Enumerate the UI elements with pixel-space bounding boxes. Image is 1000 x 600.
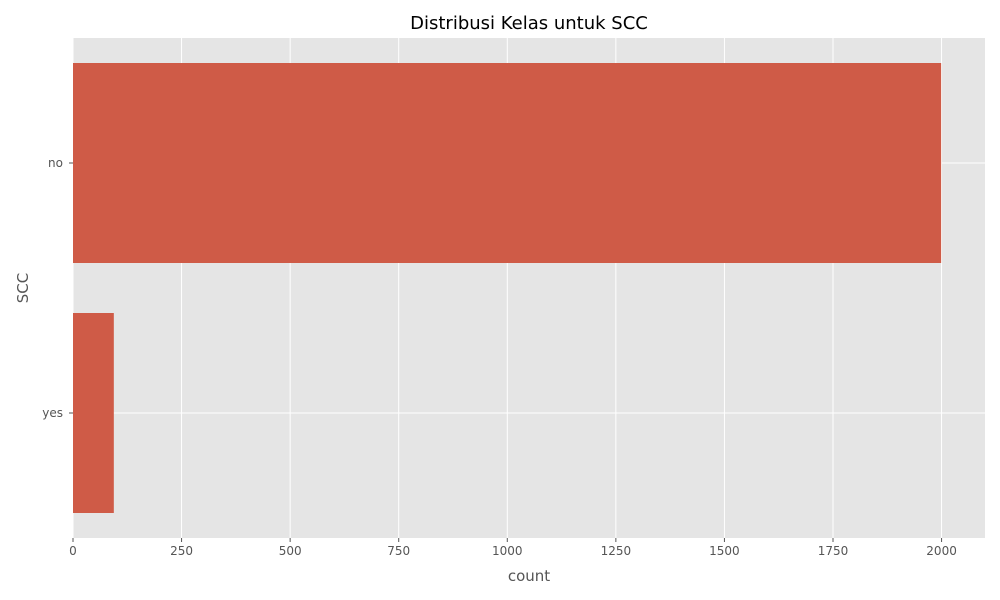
x-tick-label: 1250 [601, 544, 632, 558]
y-axis-label: SCC [14, 273, 32, 303]
y-tick-label: no [48, 156, 63, 170]
y-tick-label: yes [42, 406, 63, 420]
x-tick-label: 2000 [926, 544, 957, 558]
bar-yes [73, 313, 114, 513]
y-axis-ticks: no yes [42, 156, 73, 420]
x-axis-label: count [508, 567, 550, 585]
x-tick-label: 1000 [492, 544, 523, 558]
bars [73, 63, 942, 513]
x-tick-label: 0 [69, 544, 77, 558]
x-axis-ticks: 0 250 500 750 1000 1250 1500 1750 2000 [69, 538, 957, 558]
bar-no [73, 63, 942, 263]
x-tick-label: 250 [170, 544, 193, 558]
x-tick-label: 1500 [709, 544, 740, 558]
x-tick-label: 500 [279, 544, 302, 558]
x-tick-label: 750 [387, 544, 410, 558]
x-tick-label: 1750 [818, 544, 849, 558]
chart-title: Distribusi Kelas untuk SCC [410, 13, 648, 34]
